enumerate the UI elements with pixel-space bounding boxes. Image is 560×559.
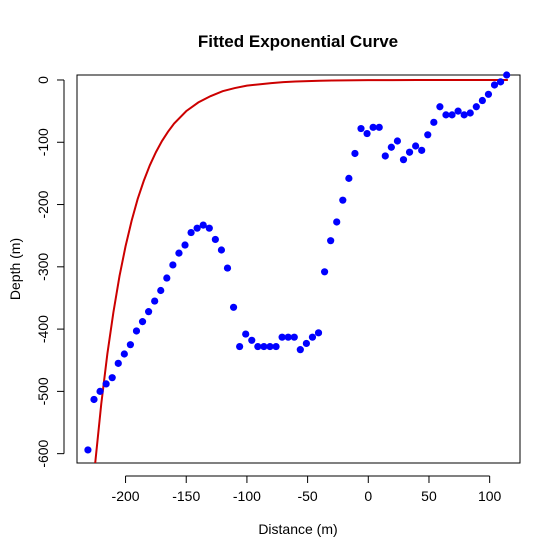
data-point	[120, 350, 128, 358]
data-point	[248, 336, 256, 344]
plot-area-frame	[76, 74, 521, 464]
data-point	[254, 342, 262, 351]
data-point	[375, 123, 383, 131]
data-point	[405, 148, 414, 156]
data-point	[387, 143, 395, 151]
data-point	[418, 146, 426, 154]
fitted-curve-layer	[94, 78, 508, 463]
data-point	[108, 374, 116, 382]
data-point	[327, 237, 335, 245]
y-tick-label: -400	[35, 315, 51, 343]
data-point	[151, 297, 159, 305]
x-tick-label: -150	[172, 488, 200, 504]
data-point	[145, 308, 153, 316]
y-tick-label: -600	[35, 439, 51, 467]
data-point	[260, 342, 268, 351]
data-point	[430, 118, 438, 126]
data-point	[157, 286, 165, 295]
data-point	[96, 387, 104, 395]
data-point	[466, 109, 474, 117]
data-point	[363, 129, 371, 138]
data-point	[490, 81, 499, 89]
data-point	[412, 142, 420, 150]
data-point	[302, 339, 310, 348]
y-tick-label: 0	[35, 76, 51, 84]
y-tick-label: -300	[35, 253, 51, 281]
data-point	[181, 241, 189, 249]
data-point	[454, 107, 462, 115]
data-point	[163, 274, 171, 282]
data-point	[314, 329, 323, 337]
data-point	[242, 330, 250, 338]
data-point	[211, 235, 219, 244]
data-point	[393, 137, 402, 145]
x-axis: -200 -150 -100 -50 0 50 100	[112, 475, 502, 504]
data-point	[357, 124, 365, 133]
data-point	[272, 342, 280, 351]
data-point	[205, 224, 213, 232]
data-point	[472, 103, 480, 111]
chart-title: Fitted Exponential Curve	[198, 32, 398, 51]
data-point	[339, 196, 347, 204]
data-point	[478, 96, 486, 105]
x-axis-label: Distance (m)	[258, 521, 337, 537]
data-point	[278, 333, 286, 341]
data-point	[290, 333, 298, 341]
data-point	[84, 446, 92, 454]
data-point	[126, 341, 135, 349]
data-point	[138, 318, 147, 326]
data-point	[381, 152, 389, 160]
data-point	[436, 103, 444, 111]
data-point	[345, 174, 353, 182]
data-point	[90, 395, 98, 404]
data-points-layer	[84, 71, 511, 454]
data-point	[351, 149, 359, 158]
x-tick-label: 100	[478, 488, 502, 504]
x-tick-label: -200	[112, 488, 140, 504]
data-point	[284, 333, 292, 341]
data-point	[266, 342, 274, 351]
data-point	[333, 218, 341, 226]
data-point	[199, 221, 207, 229]
x-tick-label: 0	[364, 488, 372, 504]
data-point	[217, 246, 226, 254]
y-tick-label: -100	[35, 128, 51, 156]
data-point	[424, 131, 432, 139]
data-point	[296, 346, 304, 354]
data-point	[308, 333, 317, 341]
data-point	[484, 90, 493, 98]
data-point	[320, 268, 329, 276]
data-point	[132, 327, 141, 335]
data-point	[448, 111, 456, 119]
y-axis: 0 -100 -200 -300 -400 -500 -600	[35, 76, 65, 468]
data-point	[114, 359, 122, 367]
data-point	[503, 71, 511, 79]
x-tick-label: -100	[233, 488, 261, 504]
data-point	[236, 342, 244, 351]
x-tick-label: -50	[297, 488, 317, 504]
data-point	[369, 123, 377, 131]
data-point	[442, 111, 450, 119]
data-point	[175, 249, 183, 257]
data-point	[193, 224, 201, 232]
data-point	[223, 264, 232, 272]
data-point	[496, 78, 505, 86]
data-point	[460, 111, 468, 119]
y-tick-label: -500	[35, 377, 51, 405]
data-point	[229, 303, 238, 311]
data-point	[187, 228, 195, 237]
y-axis-label: Depth (m)	[7, 238, 23, 300]
x-tick-label: 50	[421, 488, 437, 504]
data-point	[102, 380, 110, 388]
data-point	[169, 261, 177, 269]
y-tick-label: -200	[35, 190, 51, 218]
fitted-curve-line	[94, 78, 508, 463]
data-point	[399, 156, 408, 164]
